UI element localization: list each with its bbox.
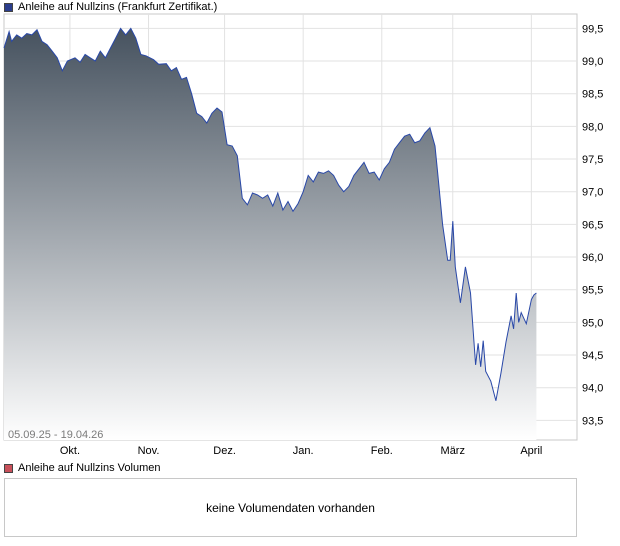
y-tick-label: 94,0 [582,383,603,395]
volume-legend: Anleihe auf Nullzins Volumen [4,461,160,475]
price-legend-swatch [4,2,13,12]
price-legend: Anleihe auf Nullzins (Frankfurt Zertifik… [4,0,217,14]
price-line[interactable] [3,27,537,401]
y-tick-label: 94,5 [582,350,603,362]
y-axis-ticks: 93,5 94,0 94,5 95,0 95,5 96,0 96,5 97,0 97,5 98,0… [582,23,603,427]
x-axis-ticks: Okt. Nov. Dez. Jan. Feb. März April [60,445,543,457]
y-tick-label: 97,5 [582,154,603,166]
date-range-label: 05.09.25 - 19.04.26 [8,429,103,441]
x-tick-label: Feb. [371,445,393,457]
x-tick-label: Okt. [60,445,80,457]
price-legend-label: Anleihe auf Nullzins (Frankfurt Zertifik… [18,1,218,13]
y-tick-label: 96,0 [582,252,603,264]
volume-legend-swatch [4,463,13,473]
volume-panel: keine Volumendaten vorhanden [4,478,577,537]
price-area [4,28,537,441]
y-tick-label: 98,5 [582,89,603,101]
price-chart[interactable]: Okt. Nov. Dez. Jan. Feb. März April 93,5 94,0 94… [0,0,620,460]
y-tick-label: 97,0 [582,187,603,199]
y-tick-label: 95,5 [582,285,603,297]
x-tick-label: Nov. [138,445,160,457]
y-tick-label: 93,5 [582,415,603,427]
x-tick-label: März [441,445,465,457]
volume-legend-label: Anleihe auf Nullzins Volumen [18,462,161,474]
x-tick-label: Dez. [213,445,236,457]
x-tick-label: April [520,445,542,457]
y-tick-label: 98,0 [582,121,603,133]
volume-empty-message: keine Volumendaten vorhanden [206,500,375,515]
y-tick-label: 99,0 [582,56,603,68]
y-tick-label: 96,5 [582,219,603,231]
y-tick-label: 99,5 [582,23,603,35]
y-tick-label: 95,0 [582,317,603,329]
x-tick-label: Jan. [293,445,314,457]
